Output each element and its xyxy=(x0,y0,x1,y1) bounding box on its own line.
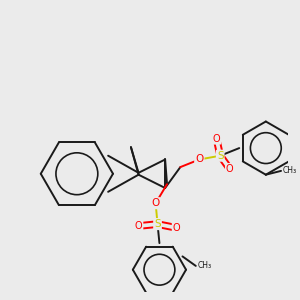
Text: O: O xyxy=(226,164,233,174)
Text: O: O xyxy=(173,223,180,233)
Text: CH₃: CH₃ xyxy=(198,261,212,270)
Text: CH₃: CH₃ xyxy=(283,167,297,176)
Text: S: S xyxy=(217,151,224,161)
Text: O: O xyxy=(213,134,220,144)
Text: O: O xyxy=(152,198,160,208)
Text: O: O xyxy=(195,154,203,164)
Text: S: S xyxy=(154,219,161,229)
Text: O: O xyxy=(135,221,142,231)
